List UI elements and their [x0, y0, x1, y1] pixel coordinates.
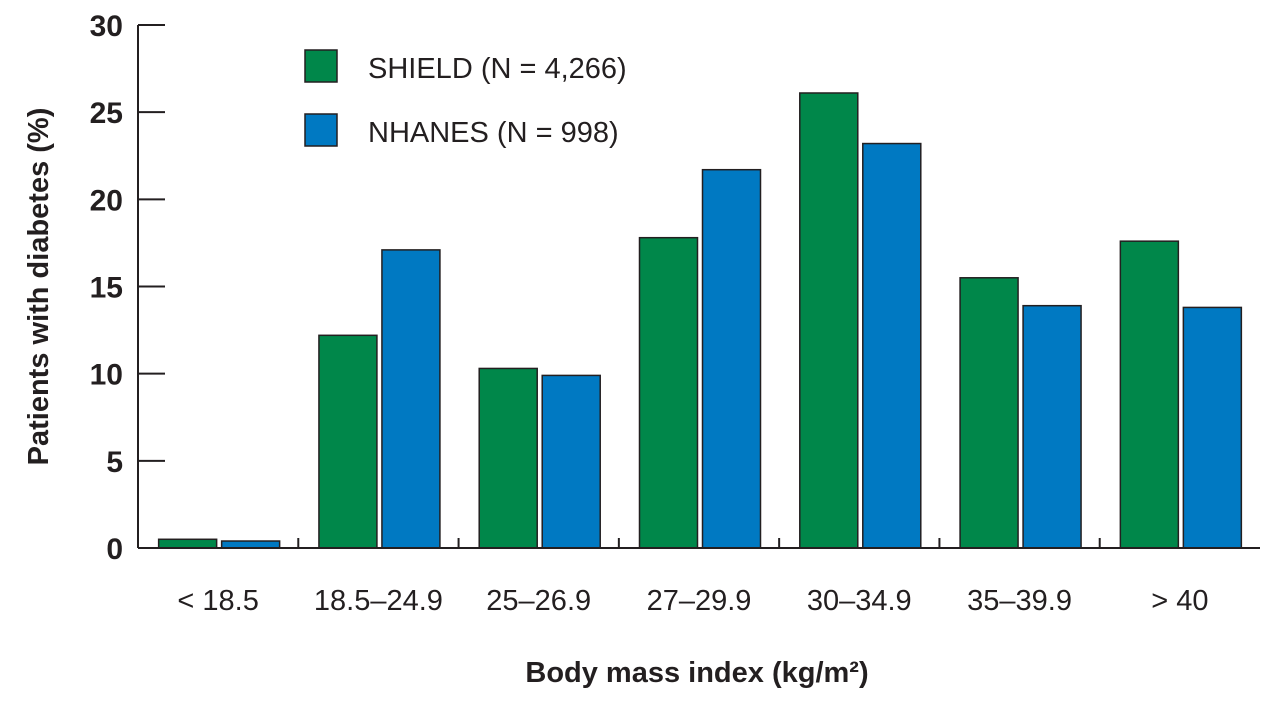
y-tick-label: 10 — [90, 359, 123, 392]
bar-nhanes — [1022, 304, 1082, 549]
bar-shield — [157, 538, 218, 549]
bar-shield — [799, 92, 859, 549]
x-tick-label: 27–29.9 — [647, 585, 752, 617]
y-tick-label: 5 — [106, 446, 123, 479]
x-tick-label: 35–39.9 — [967, 585, 1072, 617]
bar-shield — [638, 236, 699, 549]
y-tick-label: 0 — [106, 533, 123, 566]
bar-nhanes — [862, 142, 922, 549]
x-tick-label: 25–26.9 — [486, 585, 591, 617]
x-tick-label: < 18.5 — [177, 585, 258, 617]
legend: SHIELD (N = 4,266) NHANES (N = 998) — [304, 49, 627, 149]
bar-shield — [959, 277, 1019, 549]
bar-shield — [1119, 240, 1180, 549]
y-tick-label: 25 — [90, 97, 123, 130]
bar-nhanes — [1182, 306, 1243, 549]
legend-swatch — [304, 49, 338, 83]
bar-shield — [318, 334, 378, 549]
bar-nhanes — [220, 540, 281, 549]
legend-swatch — [304, 113, 338, 147]
bar-nhanes — [701, 168, 762, 549]
bar-nhanes — [541, 374, 601, 549]
legend-label: SHIELD (N = 4,266) — [368, 53, 627, 85]
bar-shield — [478, 367, 538, 549]
bar-nhanes — [381, 249, 441, 549]
x-tick-label: > 40 — [1151, 585, 1208, 617]
y-tick-label: 15 — [90, 272, 123, 305]
bars — [157, 92, 1243, 549]
x-axis-ticks: < 18.5 18.5–24.9 25–26.9 27–29.9 30–34.9 35–3… — [177, 538, 1208, 617]
legend-label: NHANES (N = 998) — [368, 117, 619, 149]
y-tick-label: 20 — [90, 184, 123, 217]
x-tick-label: 30–34.9 — [807, 585, 912, 617]
y-axis-title: Patients with diabetes (%) — [23, 108, 55, 466]
x-axis-title: Body mass index (kg/m²) — [525, 657, 868, 689]
y-axis-ticks: 0 5 10 15 20 25 30 — [90, 10, 165, 566]
y-tick-label: 30 — [90, 10, 123, 43]
x-tick-label: 18.5–24.9 — [314, 585, 443, 617]
